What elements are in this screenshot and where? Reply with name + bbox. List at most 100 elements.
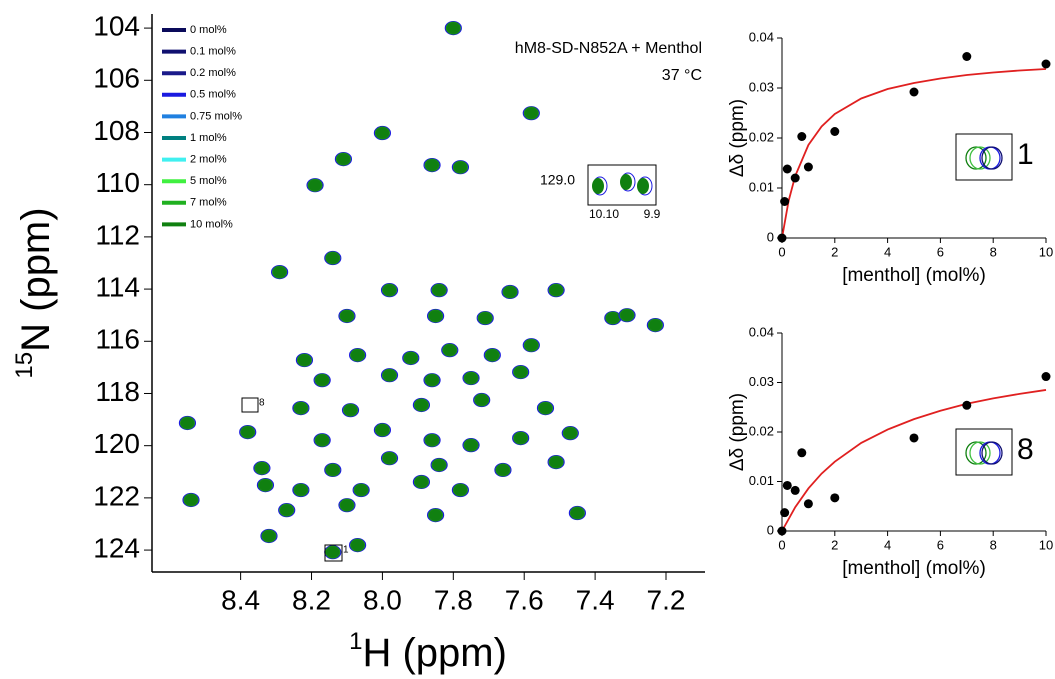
peak — [240, 425, 256, 439]
y-tick-label: 0 — [767, 522, 774, 537]
peak — [431, 458, 447, 472]
legend-label: 2 mol% — [190, 154, 227, 166]
data-point — [962, 52, 972, 61]
y-tick-label: 0.04 — [749, 29, 774, 44]
inset-box — [955, 133, 1013, 181]
data-point — [777, 233, 787, 243]
peak — [452, 483, 468, 497]
peak — [413, 475, 429, 489]
legend-label: 0.75 mol% — [190, 110, 242, 122]
peak-box — [324, 544, 343, 562]
y-tick-label: 0.04 — [749, 324, 774, 339]
peak — [474, 393, 490, 407]
peak — [314, 373, 330, 387]
peak-annotation: 8 — [259, 398, 265, 409]
peak — [647, 318, 663, 332]
data-point — [782, 480, 792, 490]
peak — [293, 401, 309, 415]
x-tick-label: 8.4 — [221, 584, 260, 615]
inset-x-label: 10.10 — [589, 207, 619, 221]
peak — [335, 152, 351, 166]
x-label-sup: 1 — [349, 628, 362, 655]
title: hM8-SD-N852A + Menthol — [515, 40, 702, 57]
y-tick-label: 108 — [93, 115, 140, 146]
peak — [424, 158, 440, 172]
y-tick-label: 104 — [93, 10, 140, 41]
inset-peak — [637, 178, 649, 194]
peak — [452, 160, 468, 174]
legend-label: 5 mol% — [190, 175, 227, 187]
y-tick-label: 0.01 — [749, 179, 774, 194]
legend-label: 10 mol% — [190, 218, 233, 230]
x-tick-label: 8 — [990, 537, 997, 552]
inset-contour — [981, 441, 1003, 465]
legend-label: 0.2 mol% — [190, 67, 236, 79]
inset-box — [955, 428, 1013, 476]
y-tick-label: 110 — [95, 167, 140, 198]
peak — [179, 416, 195, 430]
peak — [257, 478, 273, 492]
peak — [442, 343, 458, 357]
peak — [424, 373, 440, 387]
fit-curve — [781, 389, 1047, 532]
peak — [562, 426, 578, 440]
y-label: N (ppm) — [14, 207, 58, 351]
y-axis-label: Δδ (ppm) — [727, 99, 748, 177]
peak — [431, 283, 447, 297]
peak — [428, 508, 444, 522]
x-tick-label: 6 — [937, 244, 944, 259]
data-point — [830, 127, 840, 136]
peak — [548, 455, 564, 469]
inset-label: 1 — [1017, 138, 1034, 171]
peak — [382, 368, 398, 382]
peak — [605, 311, 621, 325]
y-tick-label: 0.02 — [749, 423, 774, 438]
y-tick-label: 116 — [95, 324, 140, 355]
peak — [343, 403, 359, 417]
peak-annotation: 1 — [343, 545, 349, 556]
x-tick-label: 0 — [778, 537, 785, 552]
y-label-sup: 15 — [11, 352, 38, 379]
y-tick-label: 118 — [95, 376, 140, 407]
data-point — [780, 508, 790, 518]
peak — [424, 433, 440, 447]
data-point — [1041, 59, 1051, 69]
legend-label: 0.5 mol% — [190, 89, 236, 101]
peak — [353, 483, 369, 497]
x-tick-label: 4 — [884, 244, 891, 259]
data-point — [830, 493, 840, 503]
y-axis-label: Δδ (ppm) — [727, 393, 748, 471]
peak — [314, 433, 330, 447]
peak — [513, 431, 529, 445]
inset-x-label: 9.9 — [644, 207, 661, 221]
peak-box — [241, 397, 259, 413]
peak — [350, 348, 366, 362]
data-point — [777, 526, 787, 536]
x-tick-label: 10 — [1039, 537, 1053, 552]
peak — [537, 401, 553, 415]
peak — [261, 529, 277, 543]
inset-contour — [981, 146, 1003, 170]
peak — [374, 126, 390, 140]
peak — [272, 265, 288, 279]
peak — [513, 365, 529, 379]
peak — [477, 311, 493, 325]
x-tick-label: 7.8 — [434, 584, 473, 615]
x-tick-label: 2 — [831, 244, 838, 259]
x-tick-label: 8.2 — [292, 584, 331, 615]
peak — [445, 21, 461, 35]
peak — [484, 348, 500, 362]
y-tick-label: 0.01 — [749, 473, 774, 488]
data-point — [1041, 372, 1051, 382]
data-point — [782, 164, 792, 174]
peak — [183, 493, 199, 507]
inset-label: 8 — [1017, 433, 1034, 466]
data-point — [790, 173, 800, 183]
data-point — [797, 448, 807, 458]
y-tick-label: 0.03 — [749, 374, 774, 389]
inset-contour — [969, 146, 991, 170]
peak — [254, 461, 270, 475]
peak — [523, 338, 539, 352]
y-tick-label: 122 — [93, 480, 140, 511]
